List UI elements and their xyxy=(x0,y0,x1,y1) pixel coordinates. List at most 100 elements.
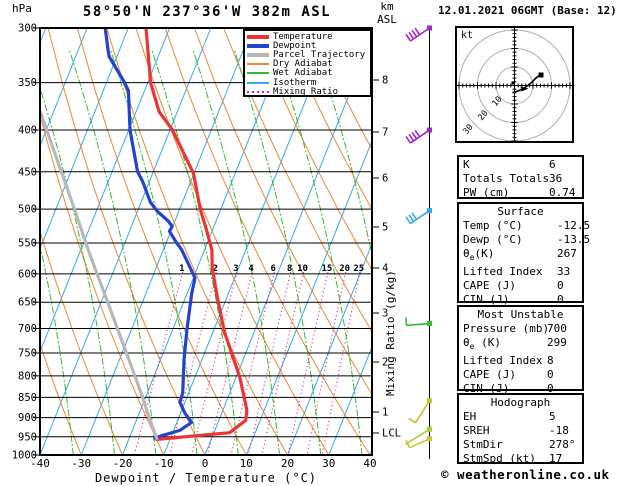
legend-swatch xyxy=(247,43,269,48)
pressure-tick-label: 650 xyxy=(18,297,37,309)
legend-item: Wet Adiabat xyxy=(247,68,370,79)
wind-barb xyxy=(405,127,432,144)
table-row: θe (K) 299 xyxy=(459,336,582,354)
pressure-tick-label: 350 xyxy=(18,77,37,89)
table-row-label: Temp (°C) xyxy=(463,219,523,232)
table-row-value: 0 xyxy=(557,279,564,293)
legend-label: Dry Adiabat xyxy=(273,59,333,70)
pressure-tick-label: 800 xyxy=(18,370,37,382)
legend-label: Mixing Ratio xyxy=(273,86,339,97)
legend-item: Temperature xyxy=(247,32,370,42)
table-row: PW (cm) 0.74 xyxy=(459,186,582,200)
table-row-value: 299 xyxy=(547,336,567,349)
table-row-label: StmDir xyxy=(463,438,503,451)
legend-label: Parcel Trajectory xyxy=(273,49,366,60)
table-row-label: CAPE (J) xyxy=(463,279,516,293)
table-row: Temp (°C) -12.5 xyxy=(459,219,590,233)
km-tick-label: 6 xyxy=(382,173,388,185)
skewt-plot-area: 1 2 3 4 6 8 10 15 20 25 xyxy=(40,28,372,455)
table-title: Surface xyxy=(497,205,544,218)
table-row-label: θe (K) xyxy=(463,336,501,352)
table-row-value: -13.5 xyxy=(557,233,591,246)
km-tick-label: 2 xyxy=(382,357,388,369)
hodograph-border xyxy=(455,26,574,143)
legend-label: Wet Adiabat xyxy=(273,68,333,79)
pressure-tick-label: 900 xyxy=(18,412,37,424)
table-row-label: Dewp (°C) xyxy=(463,233,523,246)
legend-swatch xyxy=(247,90,269,93)
wind-barb xyxy=(408,398,432,424)
km-tick-label: 5 xyxy=(382,222,388,234)
mixing-ratio-value-label: 20 xyxy=(339,264,350,274)
pressure-tick-label: 550 xyxy=(18,237,37,249)
table-row-value: 278° xyxy=(549,438,576,451)
table-row: StmSpd (kt) 17 xyxy=(459,452,582,466)
temp-tick-label: -40 xyxy=(30,457,50,470)
table-row-label: CIN (J) xyxy=(463,382,510,396)
legend-item: Mixing Ratio xyxy=(247,86,370,97)
table-row-value: 33 xyxy=(557,265,571,279)
hodograph-ring-label: 30 xyxy=(461,123,475,137)
km-tick-label: 8 xyxy=(382,75,388,87)
stats-table-hodograph: Hodograph EH 5 SREH -18 StmDir 278° StmSpd (kt)… xyxy=(457,393,584,466)
table-row-value: 0 xyxy=(557,293,564,307)
table-row: Dewp (°C) -13.5 xyxy=(459,233,590,247)
legend-item: Dewpoint xyxy=(247,41,370,51)
lcl-label: LCL xyxy=(382,428,401,440)
table-row: SREH -18 xyxy=(459,424,582,438)
legend-box: Temperature Dewpoint Parcel Trajectory Dry … xyxy=(243,29,372,97)
stats-table-most-unstable: Most Unstable Pressure (mb) 700 θe (K) 299 Li… xyxy=(457,305,584,395)
wind-barb xyxy=(405,208,432,225)
mixing-ratio-value-label: 1 xyxy=(179,264,184,274)
table-row-value: 36 xyxy=(549,172,563,185)
table-row: Totals Totals 36 xyxy=(459,172,582,186)
table-row-label: SREH xyxy=(463,424,490,437)
table-row-label: CIN (J) xyxy=(463,293,510,307)
legend-swatch xyxy=(247,34,269,39)
table-row-value: 267 xyxy=(557,247,577,260)
pressure-tick-label: 450 xyxy=(18,166,37,178)
table-row-value: -18 xyxy=(549,424,569,437)
table-row-value: 0 xyxy=(547,368,554,382)
table-row: EH 5 xyxy=(459,410,582,424)
temp-tick-label: -30 xyxy=(71,457,91,470)
table-row-label: PW (cm) xyxy=(463,186,510,199)
table-row-value: -12.5 xyxy=(557,219,591,232)
series-parcel-trajectory xyxy=(40,110,159,440)
run-date-title: 12.01.2021 06GMT (Base: 12) xyxy=(438,4,617,17)
temp-tick-label: -10 xyxy=(154,457,174,470)
temp-tick-label: 30 xyxy=(322,457,335,470)
table-row-label: Totals Totals xyxy=(463,172,550,185)
legend-swatch xyxy=(247,81,269,84)
legend-swatch xyxy=(247,52,269,57)
legend-item: Dry Adiabat xyxy=(247,59,370,70)
wind-barb xyxy=(405,25,432,42)
series-dewpoint xyxy=(103,28,197,440)
table-row: θe(K) 267 xyxy=(459,247,582,265)
mixing-ratio-value-label: 8 xyxy=(287,264,292,274)
table-row-label: CAPE (J) xyxy=(463,368,516,382)
table-title: Most Unstable xyxy=(477,308,564,321)
pressure-tick-label: 1000 xyxy=(12,450,37,462)
pressure-tick-label: 500 xyxy=(18,204,37,216)
mixing-ratio-value-label: 6 xyxy=(271,264,276,274)
legend-item: Parcel Trajectory xyxy=(247,49,370,60)
temp-tick-label: 0 xyxy=(202,457,209,470)
table-row: Lifted Index 8 xyxy=(459,354,582,368)
series-temperature xyxy=(144,28,249,441)
pressure-tick-label: 850 xyxy=(18,392,37,404)
temp-tick-label: 40 xyxy=(363,457,376,470)
table-row-value: 700 xyxy=(547,322,567,335)
table-row: CIN (J) 0 xyxy=(459,293,582,307)
wind-barb xyxy=(405,436,432,449)
wind-barb xyxy=(405,317,432,327)
table-row-label: θe(K) xyxy=(463,247,495,263)
temp-tick-label: -20 xyxy=(113,457,133,470)
table-row-label: K xyxy=(463,158,470,171)
table-row: StmDir 278° xyxy=(459,438,582,452)
mixing-ratio-value-label: 4 xyxy=(248,264,254,274)
table-row: CAPE (J) 0 xyxy=(459,279,582,293)
altitude-unit-km: km xyxy=(380,0,394,13)
